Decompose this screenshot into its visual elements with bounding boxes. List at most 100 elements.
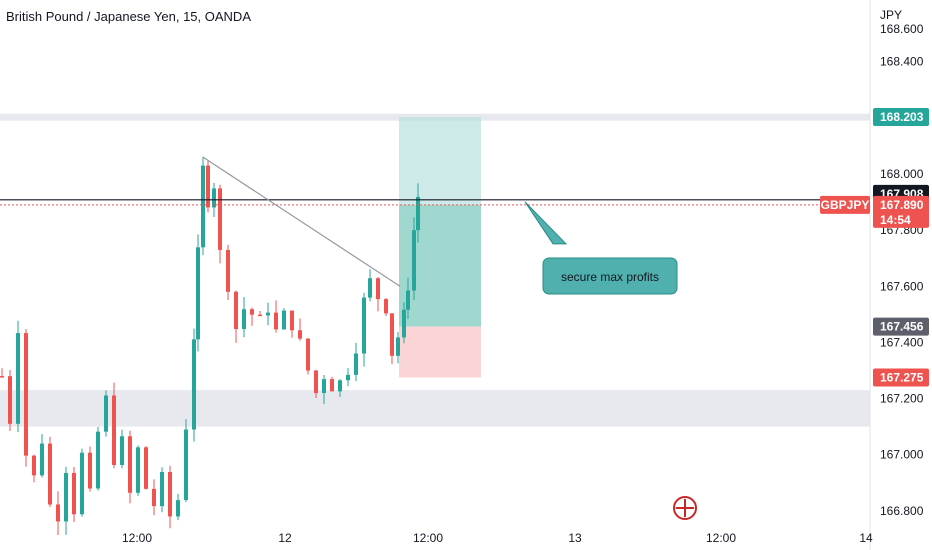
candle-body	[412, 230, 416, 291]
candle-body	[40, 443, 44, 476]
candle-body	[88, 452, 92, 489]
x-tick-label: 12:00	[122, 531, 152, 545]
candle-body	[104, 395, 108, 432]
candle-body	[201, 165, 205, 248]
candle-body	[226, 249, 230, 292]
y-tick-label: 168.600	[880, 22, 924, 36]
candle-body	[314, 370, 318, 394]
zone-1	[0, 390, 870, 427]
candle-body	[390, 313, 394, 356]
last-price-value: 167.890	[880, 198, 924, 212]
candle-body	[346, 374, 350, 381]
target-zone-upper	[399, 117, 481, 205]
candle-body	[206, 165, 210, 208]
candle-body	[56, 504, 60, 522]
candle-body	[8, 376, 12, 424]
candle-body	[362, 297, 366, 354]
x-tick-label: 13	[568, 531, 582, 545]
candle-body	[96, 431, 100, 489]
y-tick-label: 167.400	[880, 335, 924, 349]
candle-body	[192, 339, 196, 430]
candle-body	[274, 312, 278, 330]
countdown-label: 14:54	[880, 213, 911, 227]
candle-body	[144, 447, 148, 489]
candle-body	[416, 196, 420, 231]
y-tick-label: 168.000	[880, 167, 924, 181]
price-tag-value: 168.203	[880, 110, 924, 124]
y-tick-label: 167.000	[880, 448, 924, 462]
candle-body	[64, 472, 68, 522]
candle-body	[160, 471, 164, 507]
candle-body	[168, 471, 172, 517]
x-tick-label: 12:00	[413, 531, 443, 545]
candle-body	[368, 278, 372, 298]
candle-body	[72, 472, 76, 515]
candle-body	[218, 188, 222, 250]
y-tick-label: 166.800	[880, 504, 924, 518]
callout-box	[542, 257, 678, 295]
candle-body	[322, 379, 326, 394]
price-tag-target	[873, 108, 929, 127]
candle-body	[258, 314, 262, 317]
candle-body	[376, 278, 380, 300]
price-axis: JPY168.600168.400168.000167.800167.60016…	[869, 0, 924, 550]
x-tick-label: 12:00	[706, 531, 736, 545]
candle-body	[136, 447, 140, 493]
candle-body	[250, 309, 254, 315]
stop-zone	[399, 326, 481, 378]
candle-body	[406, 290, 410, 310]
candle-body	[290, 310, 294, 331]
callout-text: secure max profits	[561, 270, 659, 284]
callout-pointer	[524, 201, 568, 245]
price-tags: 168.203167.908167.89014:54GBPJPY167.4561…	[820, 108, 929, 387]
symbol-label: GBPJPY	[821, 198, 870, 212]
currency-label: JPY	[880, 8, 902, 22]
candle-body	[112, 395, 116, 465]
chart-title: British Pound / Japanese Yen, 15, OANDA	[6, 9, 251, 24]
candle-body	[128, 436, 132, 493]
candle-body	[212, 188, 216, 208]
candle-body	[234, 291, 238, 330]
candle-body	[330, 379, 334, 392]
candle-body	[48, 443, 52, 505]
target-zone-filled	[399, 204, 481, 327]
candle-body	[184, 429, 188, 501]
x-tick-label: 14	[859, 531, 873, 545]
candle-body	[80, 452, 84, 515]
symbol-tag	[820, 195, 870, 214]
candle-body	[196, 247, 200, 340]
last-price-tag	[873, 195, 929, 228]
trendline	[202, 156, 401, 287]
candle-body	[120, 436, 124, 465]
candle-body	[282, 310, 286, 330]
note-callout: secure max profits	[524, 201, 697, 520]
candle-body	[396, 337, 400, 356]
time-axis: 12:00 12 12:00 13 12:00 14	[122, 531, 873, 545]
candle-body	[0, 376, 4, 378]
y-tick-label: 168.400	[880, 55, 924, 69]
position-tool	[399, 117, 481, 378]
candle-body	[306, 338, 310, 371]
candle-body	[16, 333, 20, 424]
candle-body	[354, 353, 358, 375]
candle-body	[32, 455, 36, 476]
candle-body	[242, 309, 246, 330]
candle-body	[152, 488, 156, 507]
price-tag-value: 167.456	[880, 320, 924, 334]
price-tag-stop	[873, 368, 929, 387]
y-tick-label: 167.600	[880, 279, 924, 293]
candle-body	[338, 380, 342, 392]
candles-layer	[0, 156, 420, 536]
x-tick-label: 12	[278, 531, 292, 545]
lines-layer	[0, 156, 870, 287]
candle-body	[402, 309, 406, 338]
y-tick-label: 167.200	[880, 392, 924, 406]
candle-body	[176, 500, 180, 517]
candle-body	[266, 312, 270, 316]
candle-body	[384, 299, 388, 314]
price-tag-value: 167.275	[880, 370, 924, 384]
price-tag-entry	[873, 317, 929, 336]
candle-body	[298, 330, 302, 339]
candle-body	[24, 333, 28, 456]
